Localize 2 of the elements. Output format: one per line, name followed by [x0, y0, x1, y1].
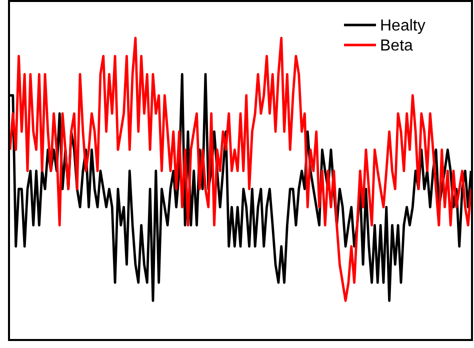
legend-label: Beta — [380, 38, 414, 54]
legend-label: Healty — [380, 18, 426, 34]
